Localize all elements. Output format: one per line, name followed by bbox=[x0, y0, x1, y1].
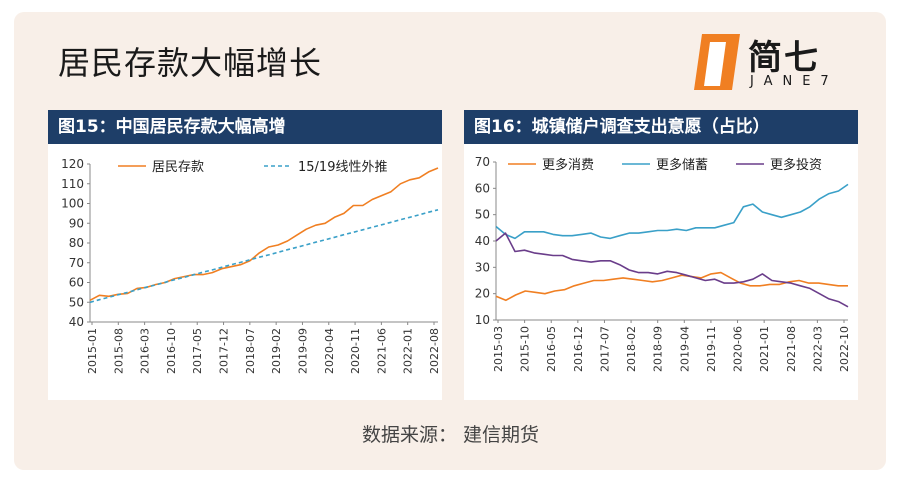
y-tick-label: 80 bbox=[69, 236, 84, 250]
x-tick-label: 2022-10 bbox=[838, 326, 851, 372]
chart-panel-deposits: 图15：中国居民存款大幅高增 40 50 60 70 80 90 100 110 120 2015… bbox=[48, 110, 442, 400]
x-tick-label: 2022-08 bbox=[428, 328, 441, 374]
series-line-3 bbox=[495, 232, 849, 308]
x-tick-label: 2021-08 bbox=[785, 326, 798, 372]
x-tick-label: 2019-04 bbox=[678, 326, 691, 372]
legend-label: 更多投资 bbox=[770, 157, 822, 173]
x-tick-label: 2019-11 bbox=[705, 326, 718, 372]
logo-mark-icon bbox=[694, 34, 740, 90]
x-tick-label: 2015-10 bbox=[519, 326, 532, 372]
y-tick-label: 70 bbox=[69, 256, 84, 270]
data-source: 数据来源： 建信期货 bbox=[361, 424, 540, 446]
x-tick-label: 2017-12 bbox=[218, 328, 231, 374]
y-tick-label: 50 bbox=[69, 295, 84, 309]
x-tick-label: 2015-03 bbox=[492, 326, 505, 372]
legend-label: 居民存款 bbox=[152, 160, 204, 175]
chart-title: 图16：城镇储户调查支出意愿（占比） bbox=[464, 110, 858, 144]
y-tick-label: 40 bbox=[475, 234, 490, 248]
y-tick-label: 90 bbox=[69, 216, 84, 230]
x-tick-label: 2019-02 bbox=[270, 328, 283, 374]
y-tick-label: 50 bbox=[475, 208, 490, 222]
y-tick-label: 10 bbox=[475, 313, 490, 327]
x-tick-label: 2021-01 bbox=[758, 326, 771, 372]
x-tick-label: 2016-03 bbox=[139, 328, 152, 374]
x-tick-label: 2015-08 bbox=[112, 328, 125, 374]
x-tick-label: 2015-01 bbox=[86, 328, 99, 374]
legend-label: 15/19线性外推 bbox=[298, 160, 387, 175]
x-tick-label: 2018-02 bbox=[625, 326, 638, 372]
y-tick-label: 70 bbox=[475, 155, 490, 169]
x-tick-label: 2021-06 bbox=[375, 328, 388, 374]
series-line-2 bbox=[495, 183, 849, 240]
series-line-1 bbox=[495, 271, 848, 302]
deposit-chart: 40 50 60 70 80 90 100 110 120 2015-01 2015-08 2016-… bbox=[61, 157, 441, 374]
x-tick-label: 2016-05 bbox=[545, 326, 558, 372]
x-tick-label: 2016-12 bbox=[572, 326, 585, 372]
chart-title: 图15：中国居民存款大幅高增 bbox=[48, 110, 442, 144]
x-tick-label: 2017-05 bbox=[191, 328, 204, 374]
x-tick-label: 2018-07 bbox=[244, 328, 257, 374]
legend-label: 更多储蓄 bbox=[656, 157, 708, 173]
legend-label: 更多消费 bbox=[542, 157, 594, 173]
series-line-1 bbox=[89, 167, 439, 302]
y-tick-label: 60 bbox=[69, 276, 84, 290]
x-tick-label: 2020-04 bbox=[323, 328, 336, 374]
x-tick-label: 2019-09 bbox=[296, 328, 309, 374]
y-tick-label: 20 bbox=[475, 287, 490, 301]
x-tick-label: 2022-03 bbox=[811, 326, 824, 372]
y-tick-label: 60 bbox=[475, 181, 490, 195]
x-tick-label: 2020-11 bbox=[349, 328, 362, 374]
chart-panel-spending: 图16：城镇储户调查支出意愿（占比） 10 20 30 40 50 60 70 2015-03… bbox=[464, 110, 858, 400]
x-tick-label: 2016-10 bbox=[165, 328, 178, 374]
logo-text: 简七 bbox=[748, 38, 820, 78]
brand-logo: 简七 JANE7 bbox=[690, 30, 860, 94]
x-tick-label: 2017-07 bbox=[598, 326, 611, 372]
y-tick-label: 100 bbox=[61, 197, 84, 211]
x-tick-label: 2020-06 bbox=[732, 326, 745, 372]
y-tick-label: 110 bbox=[61, 177, 84, 191]
y-tick-label: 30 bbox=[475, 260, 490, 274]
y-tick-label: 40 bbox=[69, 315, 84, 329]
page-title: 居民存款大幅增长 bbox=[58, 44, 323, 82]
x-tick-label: 2018-09 bbox=[652, 326, 665, 372]
logo-subtext: JANE7 bbox=[750, 74, 839, 89]
x-tick-label: 2022-01 bbox=[402, 328, 415, 374]
y-tick-label: 120 bbox=[61, 157, 84, 171]
spending-willingness-chart: 10 20 30 40 50 60 70 2015-03 2015-10 2016-05 2016-… bbox=[475, 155, 851, 372]
